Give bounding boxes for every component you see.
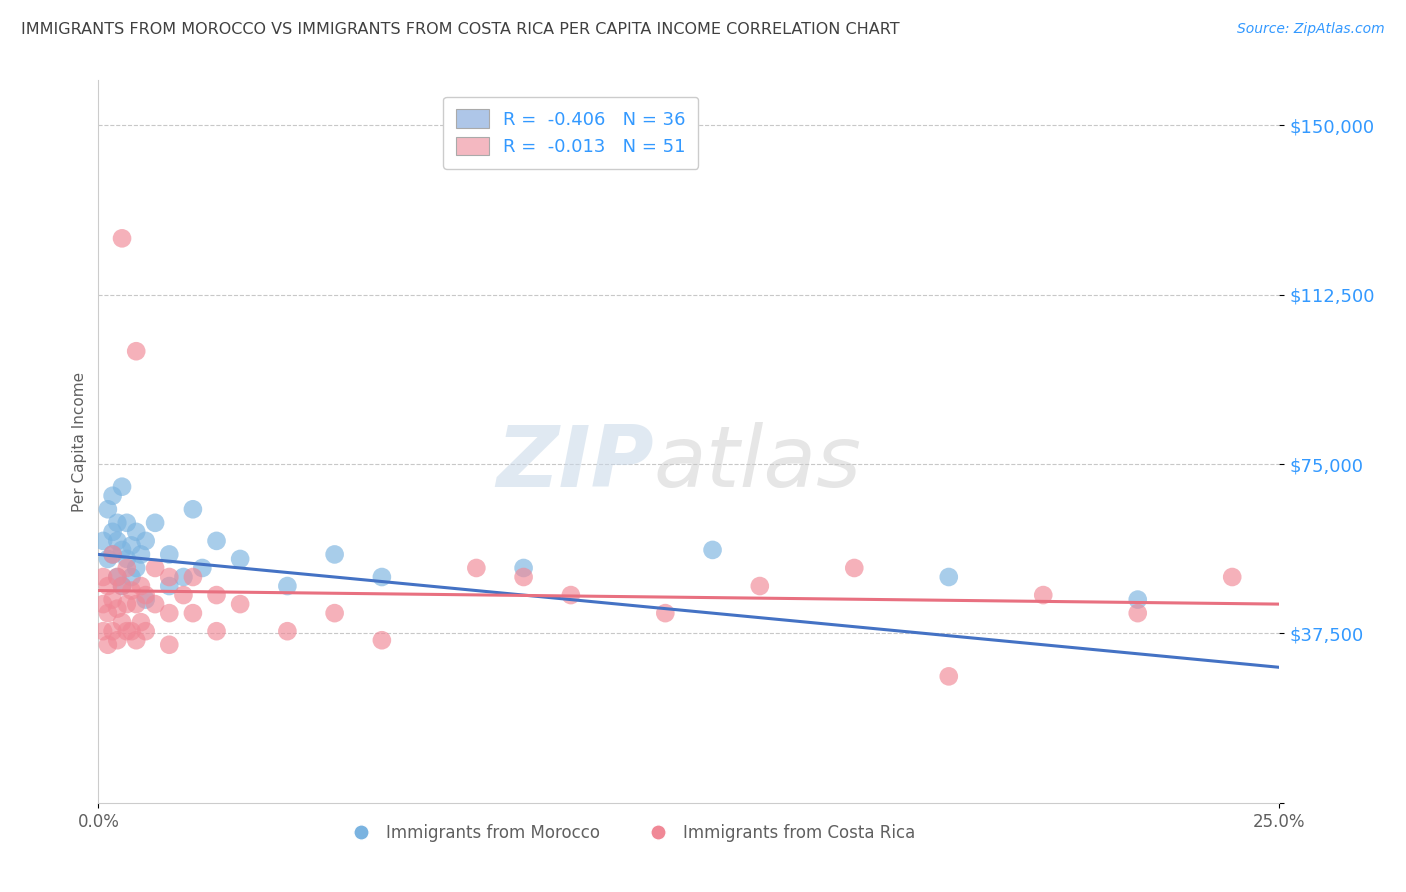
Point (323, 548, 346, 562)
Point (157, 638, 180, 652)
Text: atlas: atlas (654, 422, 862, 505)
Point (465, 561, 488, 575)
Point (115, 516, 138, 530)
Point (1126, 606, 1149, 620)
Point (101, 624, 124, 639)
Point (97, 502, 120, 516)
Point (1126, 592, 1149, 607)
Point (97, 606, 120, 620)
Point (181, 570, 204, 584)
Point (938, 570, 960, 584)
Point (91, 597, 114, 611)
Point (105, 601, 128, 615)
Point (181, 502, 204, 516)
Point (121, 570, 143, 584)
Point (371, 570, 394, 584)
Point (512, 561, 534, 575)
Point (1032, 588, 1054, 602)
Point (205, 588, 228, 602)
Point (702, 542, 724, 557)
Point (101, 548, 124, 562)
Point (91, 533, 114, 548)
Point (121, 538, 143, 552)
Point (1220, 570, 1243, 584)
Point (121, 624, 143, 639)
Point (111, 480, 134, 494)
Point (371, 633, 394, 648)
Point (191, 561, 214, 575)
Point (205, 624, 228, 639)
Point (129, 615, 152, 630)
Point (125, 344, 148, 359)
Point (101, 548, 124, 562)
Point (111, 579, 134, 593)
Point (135, 592, 157, 607)
Point (276, 579, 298, 593)
Point (172, 588, 194, 602)
Point (105, 570, 128, 584)
Point (115, 597, 138, 611)
Point (105, 633, 128, 648)
Point (143, 516, 166, 530)
Point (91, 570, 114, 584)
Point (111, 231, 134, 245)
Point (105, 533, 128, 548)
Point (91, 624, 114, 639)
Point (101, 524, 124, 539)
Point (105, 516, 128, 530)
Point (125, 633, 148, 648)
Point (157, 548, 180, 562)
Point (111, 615, 134, 630)
Point (125, 597, 148, 611)
Point (157, 579, 180, 593)
Point (101, 489, 124, 503)
Point (115, 561, 138, 575)
Point (143, 561, 166, 575)
Point (181, 606, 204, 620)
Y-axis label: Per Capita Income: Per Capita Income (72, 371, 87, 512)
Point (135, 588, 157, 602)
Point (97, 638, 120, 652)
Point (97, 579, 120, 593)
Legend: Immigrants from Morocco, Immigrants from Costa Rica: Immigrants from Morocco, Immigrants from… (337, 817, 922, 848)
Point (143, 597, 166, 611)
Point (229, 552, 252, 566)
Point (205, 533, 228, 548)
Point (172, 570, 194, 584)
Point (105, 570, 128, 584)
Point (115, 552, 138, 566)
Point (129, 579, 152, 593)
Point (111, 542, 134, 557)
Point (560, 588, 582, 602)
Text: ZIP: ZIP (496, 422, 654, 505)
Point (115, 624, 138, 639)
Point (135, 533, 157, 548)
Point (101, 592, 124, 607)
Point (129, 548, 152, 562)
Point (135, 624, 157, 639)
Point (938, 669, 960, 683)
Text: Source: ZipAtlas.com: Source: ZipAtlas.com (1237, 22, 1385, 37)
Point (229, 597, 252, 611)
Point (125, 524, 148, 539)
Text: IMMIGRANTS FROM MOROCCO VS IMMIGRANTS FROM COSTA RICA PER CAPITA INCOME CORRELAT: IMMIGRANTS FROM MOROCCO VS IMMIGRANTS FR… (21, 22, 900, 37)
Point (276, 624, 298, 639)
Point (844, 561, 866, 575)
Point (512, 570, 534, 584)
Point (111, 579, 134, 593)
Point (323, 606, 346, 620)
Point (748, 579, 770, 593)
Point (157, 570, 180, 584)
Point (121, 583, 143, 598)
Point (97, 552, 120, 566)
Point (654, 606, 676, 620)
Point (125, 561, 148, 575)
Point (157, 606, 180, 620)
